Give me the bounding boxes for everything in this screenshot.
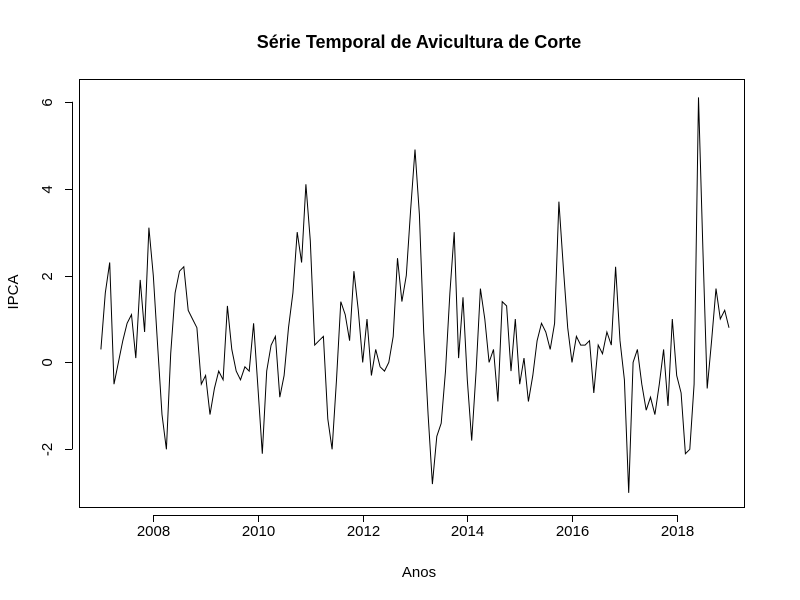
y-tick-label: 2 <box>39 272 56 280</box>
plot-frame <box>79 79 745 508</box>
x-tick-label: 2018 <box>661 523 694 540</box>
y-tick-label: 6 <box>39 98 56 106</box>
x-tick-label: 2012 <box>347 523 380 540</box>
x-tick-label: 2014 <box>451 523 484 540</box>
chart-title: Série Temporal de Avicultura de Corte <box>257 32 581 52</box>
y-tick-label: 4 <box>39 185 56 193</box>
x-tick-label: 2008 <box>137 523 170 540</box>
x-tick-label: 2016 <box>556 523 589 540</box>
series-layer <box>100 97 730 493</box>
series-line <box>100 97 730 493</box>
x-axis: 2008 2010 2012 2014 2016 2018 <box>137 515 694 540</box>
y-tick-label: 0 <box>39 358 56 366</box>
y-axis: -2 0 2 4 6 <box>39 98 73 456</box>
y-axis-label: IPCA <box>5 274 22 309</box>
x-axis-label: Anos <box>402 564 436 581</box>
x-tick-label: 2010 <box>242 523 275 540</box>
y-tick-label: -2 <box>39 443 56 456</box>
